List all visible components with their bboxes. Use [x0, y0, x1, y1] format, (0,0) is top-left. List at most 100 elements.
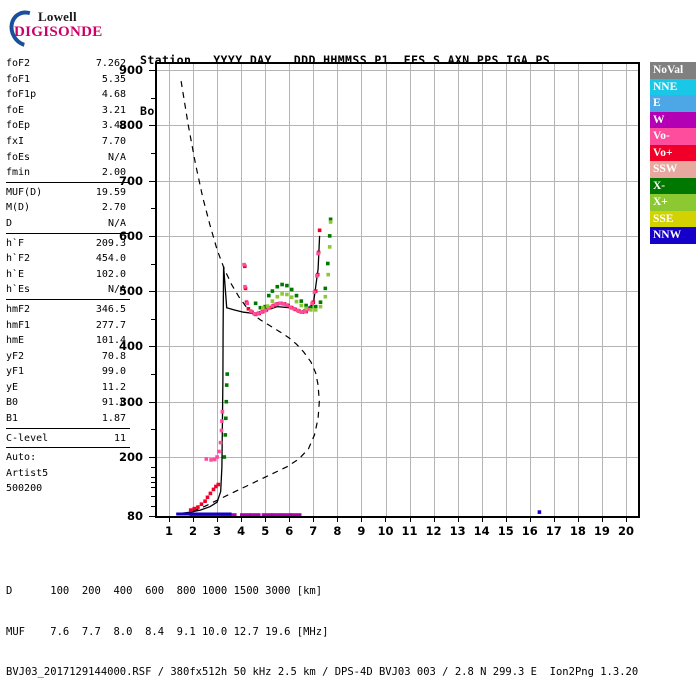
- param-name: h`Es: [6, 284, 31, 296]
- param-name: hmF2: [6, 303, 31, 315]
- x-axis-label: 11: [401, 524, 418, 538]
- param-name: yE: [6, 381, 19, 393]
- x-gridline: [193, 64, 195, 516]
- legend-item-x-[interactable]: X-: [650, 177, 696, 194]
- param-name: foF1: [6, 73, 31, 85]
- param-value: 11: [113, 432, 126, 444]
- polarization-legend: NoVal NNE E W Vo- Vo+ SSW X- X+ SSE NNW: [650, 62, 696, 244]
- param-value: 102.0: [95, 268, 126, 280]
- muf-dashed-curve: [180, 81, 320, 514]
- param-value: N/A: [107, 217, 126, 229]
- x-gridline: [457, 64, 459, 516]
- legend-item-noval[interactable]: NoVal: [650, 62, 696, 79]
- param-value: 99.0: [101, 366, 126, 378]
- legend-item-sse[interactable]: SSE: [650, 210, 696, 227]
- param-name: foE: [6, 104, 25, 116]
- param-row: MUF(D) 19.59: [6, 185, 130, 201]
- legend-item-e[interactable]: E: [650, 95, 696, 112]
- param-value: 7.262: [95, 58, 126, 69]
- param-row: B0 91.8: [6, 395, 130, 411]
- param-value: N/A: [107, 284, 126, 296]
- param-name: D: [6, 217, 13, 229]
- x-axis-label: 12: [425, 524, 442, 538]
- x-axis-label: 5: [261, 524, 270, 538]
- param-row: foF2 7.262: [6, 56, 130, 72]
- param-name: foF1p: [6, 89, 37, 101]
- ionogram-plot-inner: [157, 64, 638, 516]
- x-axis-label: 9: [357, 524, 366, 538]
- legend-item-w[interactable]: W: [650, 111, 696, 128]
- footer-distance-row: D 100 200 400 600 800 1000 1500 3000 [km…: [6, 585, 323, 597]
- x-axis-label: 10: [377, 524, 394, 538]
- trace-isolated-high-frequency-echo: [537, 510, 542, 514]
- y-gridline: [157, 70, 638, 71]
- x-axis-label: 1: [165, 524, 174, 538]
- param-row: foF1 5.35: [6, 72, 130, 88]
- trace-o-trace-vo-secondary-: [242, 251, 320, 316]
- x-gridline: [433, 64, 435, 516]
- param-row: h`E 102.0: [6, 267, 130, 283]
- param-name: B1: [6, 413, 19, 425]
- x-axis-label: 7: [309, 524, 318, 538]
- param-name: foEs: [6, 151, 31, 163]
- param-group-divider: [6, 232, 130, 234]
- x-gridline: [289, 64, 291, 516]
- legend-item-x-[interactable]: X+: [650, 194, 696, 211]
- param-row: yF2 70.8: [6, 349, 130, 365]
- x-gridline: [313, 64, 315, 516]
- param-value: 11.2: [101, 381, 126, 393]
- x-axis-label: 13: [449, 524, 466, 538]
- param-auto-line: Artist5: [6, 467, 49, 479]
- param-name: fxI: [6, 135, 25, 147]
- x-gridline: [529, 64, 531, 516]
- ionogram-plot[interactable]: [155, 62, 640, 518]
- param-row: B1 1.87: [6, 411, 130, 427]
- param-row: yE 11.2: [6, 380, 130, 396]
- x-axis-label: 4: [237, 524, 246, 538]
- param-row: C-level 11: [6, 431, 130, 447]
- param-value: N/A: [107, 151, 126, 163]
- param-group-divider: [6, 427, 130, 429]
- param-name: yF2: [6, 350, 25, 362]
- param-row: foEs N/A: [6, 150, 130, 166]
- trace-x-trace-x-extraordinary-: [253, 217, 333, 310]
- y-gridline: [157, 346, 638, 348]
- x-gridline: [505, 64, 507, 516]
- legend-item-nne[interactable]: NNE: [650, 78, 696, 95]
- param-value: 346.5: [95, 303, 126, 315]
- legend-item-vo-[interactable]: Vo-: [650, 128, 696, 145]
- param-value: 454.0: [95, 253, 126, 265]
- x-gridline: [577, 64, 579, 516]
- param-group-divider: [6, 298, 130, 300]
- param-auto-line: Auto:: [6, 452, 37, 464]
- y-gridline: [157, 180, 638, 182]
- trace-e-region-o-trace: [204, 409, 225, 462]
- param-row: h`F 209.3: [6, 236, 130, 252]
- y-gridline: [157, 125, 638, 127]
- footer-file-row: BVJ03_2017129144000.RSF / 380fx512h 50 k…: [6, 666, 639, 678]
- param-group-divider: [6, 447, 130, 449]
- x-gridline: [481, 64, 483, 516]
- x-gridline: [217, 64, 219, 516]
- y-axis-label: 80: [126, 509, 143, 523]
- param-name: B0: [6, 397, 19, 409]
- legend-item-nnw[interactable]: NNW: [650, 227, 696, 244]
- param-name: foEp: [6, 120, 31, 132]
- x-axis-label: 8: [333, 524, 342, 538]
- param-name: M(D): [6, 202, 31, 214]
- param-row: fmin 2.00: [6, 165, 130, 181]
- legend-item-ssw[interactable]: SSW: [650, 161, 696, 178]
- logo-lowell-text: Lowell: [38, 9, 77, 24]
- x-axis-label: 14: [473, 524, 490, 538]
- y-gridline: [157, 401, 638, 403]
- x-gridline: [601, 64, 603, 516]
- x-gridline: [409, 64, 411, 516]
- legend-item-vo-[interactable]: Vo+: [650, 144, 696, 161]
- x-axis-label: 3: [213, 524, 222, 538]
- param-value: 19.59: [95, 186, 126, 198]
- y-gridline: [157, 457, 638, 458]
- x-axis-label: 15: [497, 524, 514, 538]
- param-value: 4.68: [101, 89, 126, 101]
- param-row: yF1 99.0: [6, 364, 130, 380]
- param-value: 7.70: [101, 135, 126, 147]
